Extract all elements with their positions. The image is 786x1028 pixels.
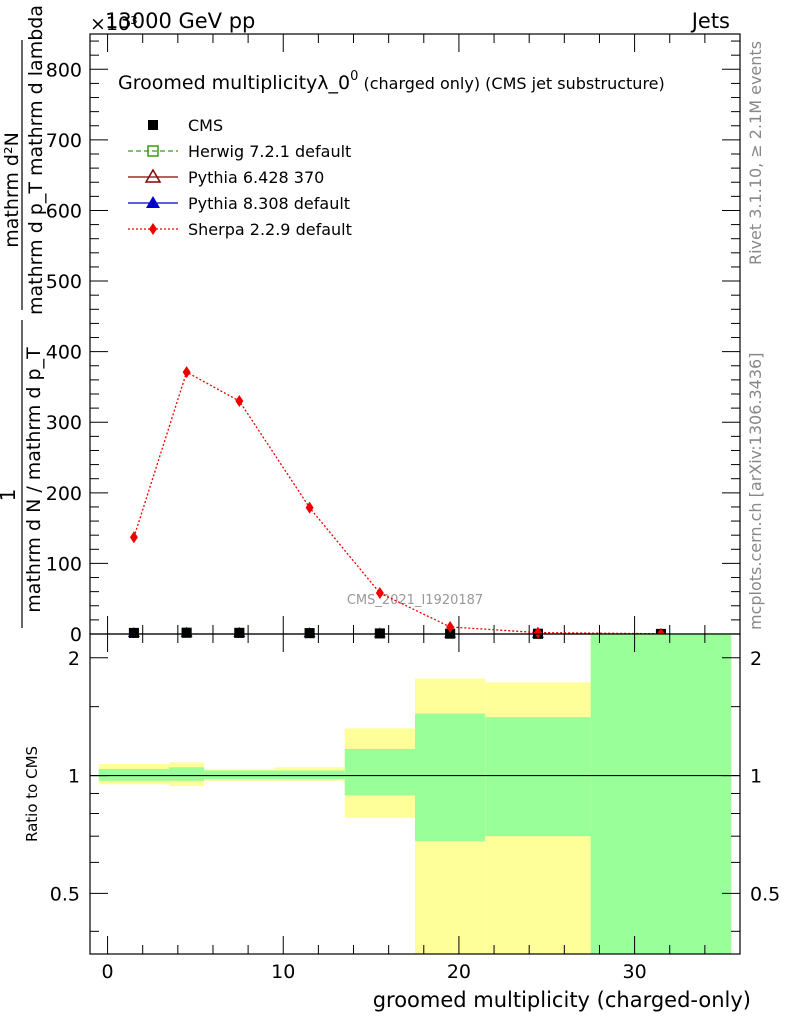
main-y-tick-label: 100 [46,553,82,575]
x-axis-label: groomed multiplicity (charged-only) [373,988,751,1012]
category-label: Jets [690,9,730,33]
plot-title-sup: 0 [350,69,358,84]
ratio-y-tick-label: 0.5 [50,883,80,905]
sherpa-point [235,395,244,408]
ratio-y-tick-label-right: 0.5 [750,883,780,905]
sherpa-point [375,587,384,600]
plot-title-main: Groomed multiplicityλ_0 [118,72,350,94]
main-y-tick-label: 600 [46,200,82,222]
legend-label: Herwig 7.2.1 default [188,142,351,161]
legend-label: Pythia 8.308 default [188,194,350,213]
main-y-tick-label: 300 [46,412,82,434]
cms-point [234,627,245,638]
main-y-tick-label: 500 [46,271,82,293]
energy-label: 13000 GeV pp [105,9,255,33]
legend: CMS Herwig 7.2.1 default Pythia 6.428 370 P… [128,116,352,239]
ratio-x-tick-label: 0 [102,961,114,983]
main-y-tick-label: 0 [70,624,82,646]
legend-label: CMS [188,116,223,135]
main-y-tick-label: 700 [46,130,82,152]
ratio-plot-frame [89,633,741,955]
ratio-x-tick-label: 10 [271,961,295,983]
sherpa-point [182,366,191,379]
legend-label: Pythia 6.428 370 [188,168,324,187]
main-y-tick-label: 800 [46,59,82,81]
mcplots-label: mcplots.cern.ch [arXiv:1306.3436] [746,353,765,630]
sherpa-point [446,620,455,633]
plot-title: Groomed multiplicityλ_00 (charged only) … [118,69,665,94]
main-y-tick-label: 200 [46,483,82,505]
sherpa-point [129,531,138,544]
ratio-x-ticks: 0 10 20 30 [102,634,706,983]
rivet-label: Rivet 3.1.10, ≥ 2.1M events [746,41,765,265]
cms-point [128,627,139,638]
ratio-bands-layer [98,634,732,954]
ratio-band-green [204,770,275,779]
legend-marker [148,120,158,130]
ratio-band-green [274,770,345,779]
ratio-y-ticks: 0.5 0.5 1 1 2 2 [50,648,780,932]
main-x-ticks [107,34,706,634]
ratio-x-tick-label: 30 [623,961,647,983]
ratio-y-tick-label-right: 1 [750,766,762,788]
ratio-y-tick-label: 2 [68,648,80,670]
sherpa-line [133,371,661,635]
legend-marker [146,196,160,208]
ratio-band-green [169,767,205,781]
y-label-prefix-den: mathrm d N / mathrm d p_T [23,347,45,613]
ratio-y-label: Ratio to CMS [23,746,41,842]
y-axis-label: 1 mathrm d N / mathrm d p_T mathrm d²N m… [0,5,47,628]
sherpa-point [533,626,542,639]
ratio-y-tick-label: 1 [68,766,80,788]
y-label-numerator: mathrm d²N [1,132,23,248]
ratio-band-green [344,748,415,796]
y-exponent-label: ×10³ [90,13,138,35]
cms-point [181,627,192,638]
legend-label: Sherpa 2.2.9 default [188,220,352,239]
sherpa-point [305,501,314,514]
y-label-prefix-num: 1 [0,489,20,502]
plot-title-tail: (charged only) (CMS jet substructure) [358,74,664,93]
legend-marker [147,145,159,157]
cms-point [304,628,315,639]
main-y-tick-label: 400 [46,342,82,364]
ratio-band-green [590,634,732,954]
analysis-watermark: CMS_2021_I1920187 [347,593,483,608]
ratio-y-tick-label-right: 2 [750,648,762,670]
legend-marker [144,168,162,183]
y-label-denominator: mathrm d p_T mathrm d lambda [25,5,47,315]
ratio-band-green [98,768,170,781]
main-y-ticks: 0 100 200 300 400 500 600 700 800 [46,40,740,646]
legend-marker [149,223,157,235]
ratio-band-green [415,713,486,842]
ratio-x-tick-label: 20 [447,961,471,983]
ratio-band-green [485,717,591,837]
